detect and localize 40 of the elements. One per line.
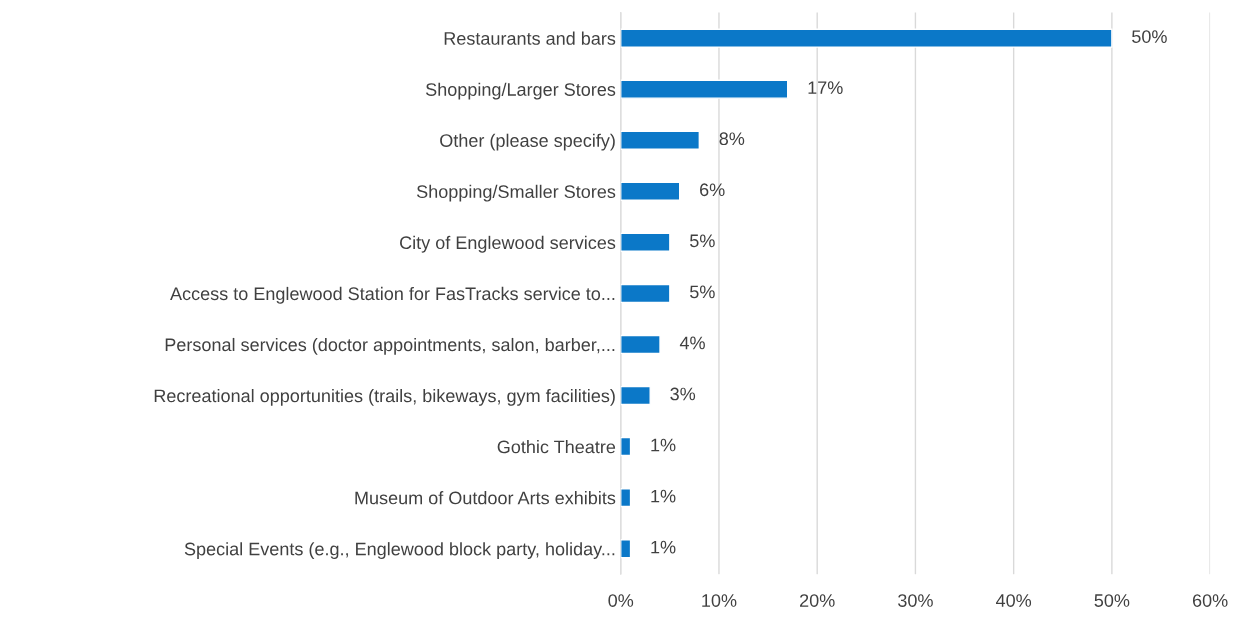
x-tick-label: 20% xyxy=(800,594,835,607)
bar xyxy=(620,539,632,559)
bar xyxy=(620,488,632,508)
x-tick-label: 60% xyxy=(1192,594,1228,607)
bar xyxy=(620,232,671,252)
x-tick-label: 30% xyxy=(898,594,933,607)
y-tick-label: Restaurants and bars xyxy=(444,31,616,45)
data-label: 4% xyxy=(679,336,705,350)
data-label: 1% xyxy=(651,540,676,554)
bar xyxy=(620,385,651,406)
y-tick-label: Access to Englewood Station for FasTracks service to... xyxy=(170,286,615,304)
data-label: 17% xyxy=(808,81,843,94)
y-tick-label: Special Events (e.g., Englewood block party, holiday... xyxy=(184,542,615,559)
bar xyxy=(620,334,661,355)
bar xyxy=(620,181,681,201)
data-label: 5% xyxy=(690,234,715,248)
y-tick-label: Recreational opportunities (trails, bikeways, gym facilities) xyxy=(154,388,615,406)
y-tick-label: Museum of Outdoor Arts exhibits xyxy=(355,491,616,505)
bar xyxy=(620,28,1113,48)
y-tick-label: Other (please specify) xyxy=(440,133,615,151)
y-tick-label: Shopping/Larger Stores xyxy=(425,82,616,100)
x-tick-label: 50% xyxy=(1094,594,1130,607)
x-tick-label: 10% xyxy=(702,594,737,607)
y-tick-label: Personal services (doctor appointments, salon, barber,... xyxy=(165,337,615,355)
data-label: 1% xyxy=(651,489,676,503)
bar xyxy=(620,130,701,150)
bar xyxy=(620,79,789,99)
data-label: 50% xyxy=(1132,30,1167,43)
y-tick-label: Gothic Theatre xyxy=(497,440,616,454)
data-label: 5% xyxy=(690,285,715,299)
y-tick-label: City of Englewood services xyxy=(400,235,616,253)
data-label: 6% xyxy=(700,183,725,197)
bar xyxy=(620,436,632,457)
bar xyxy=(620,283,671,304)
y-tick-label: Shopping/Smaller Stores xyxy=(416,184,616,202)
data-label: 8% xyxy=(719,132,745,146)
data-label: 3% xyxy=(670,387,696,401)
data-label: 1% xyxy=(651,438,676,452)
x-tick-label: 40% xyxy=(996,594,1032,607)
x-tick-label: 0% xyxy=(608,594,634,607)
